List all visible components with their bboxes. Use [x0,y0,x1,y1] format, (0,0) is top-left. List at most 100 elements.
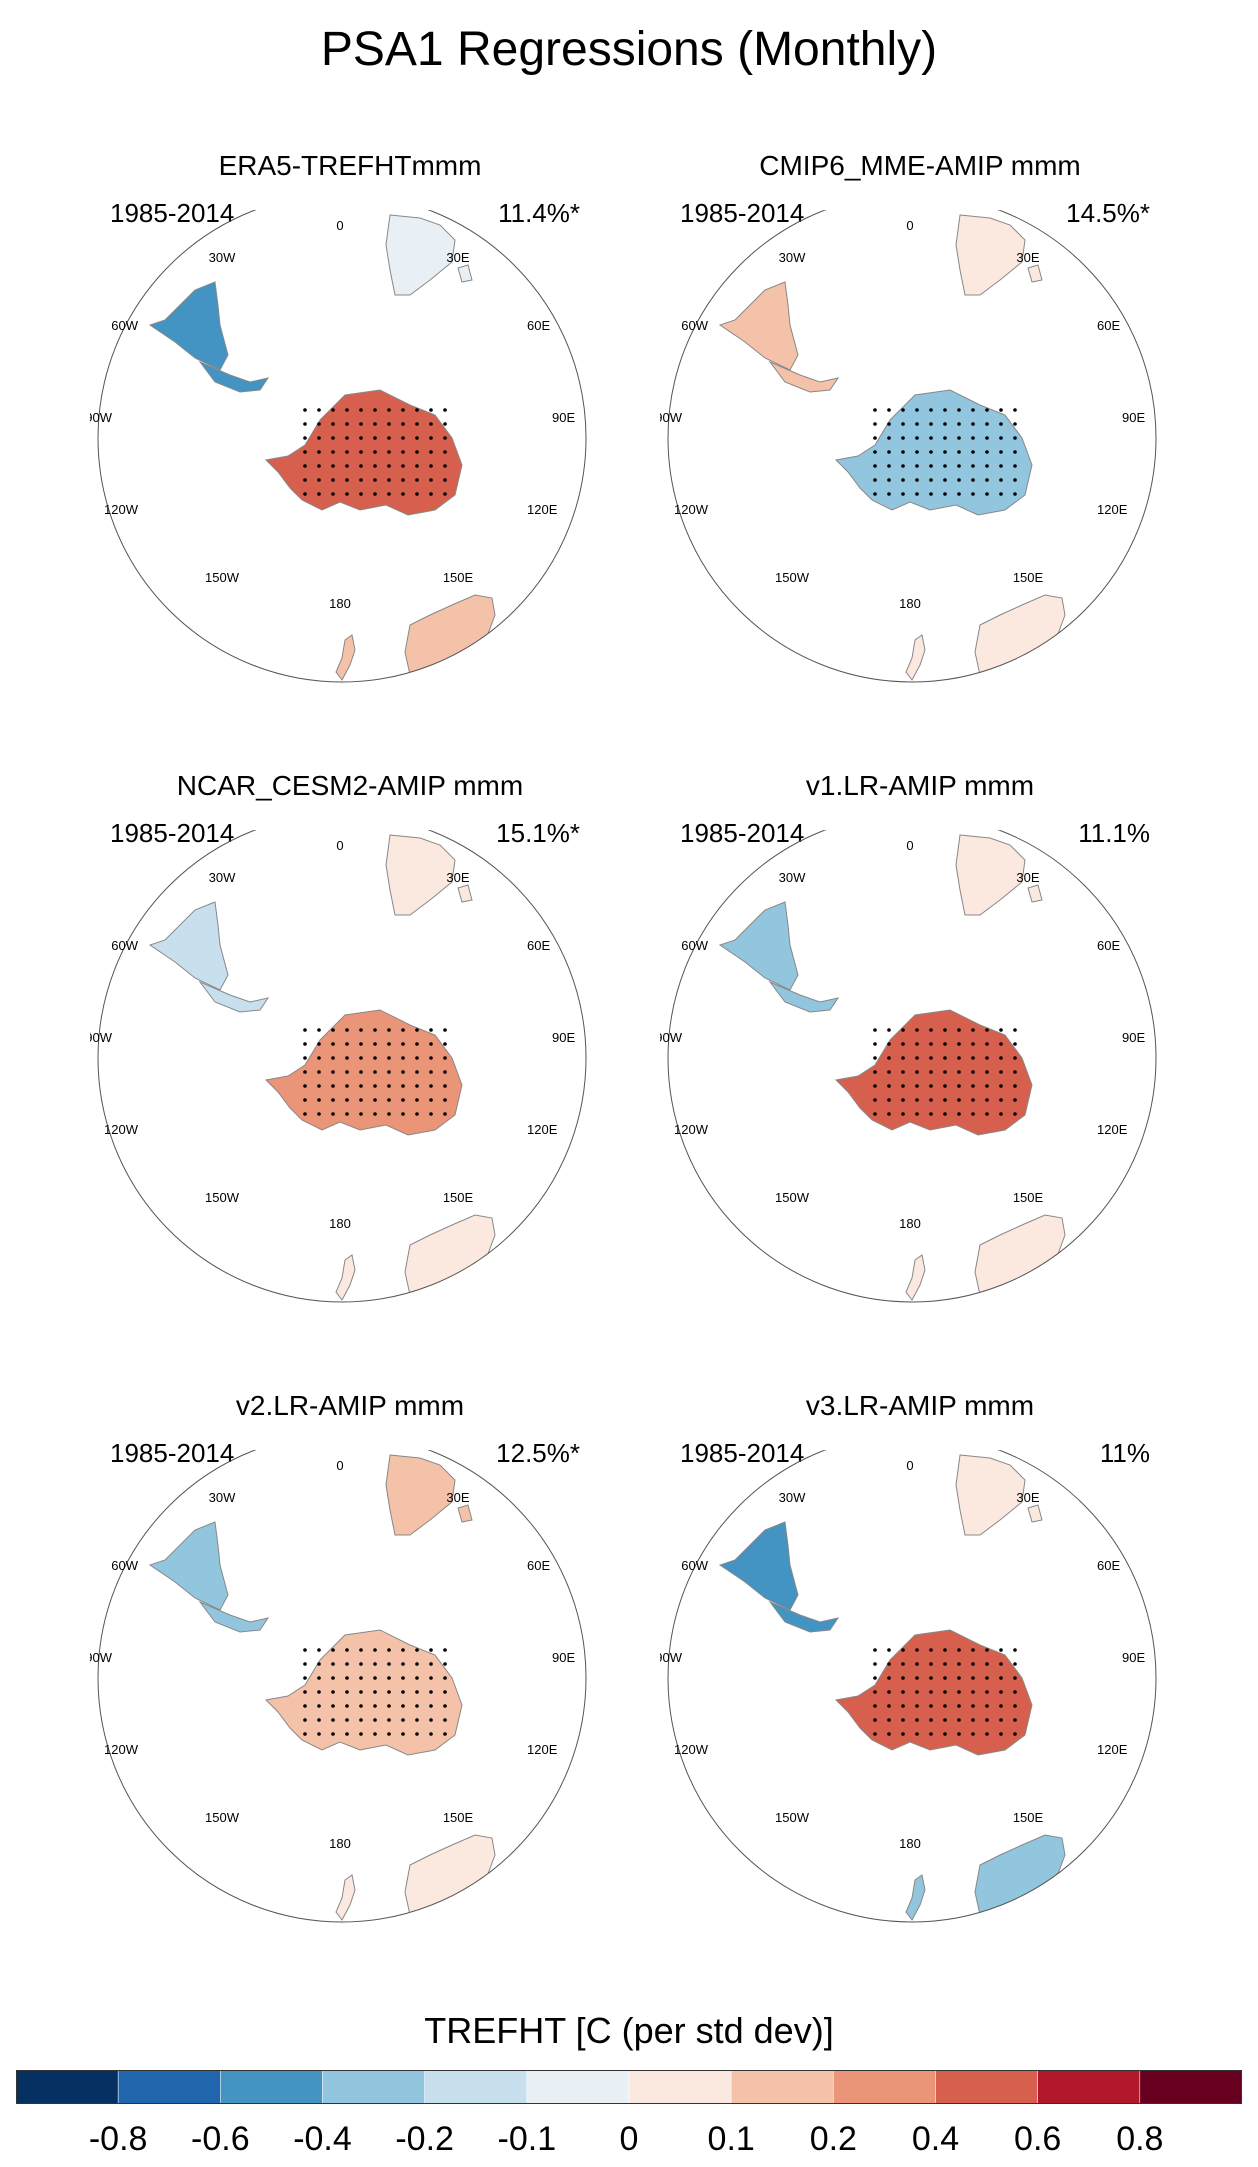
significance-dot [303,478,307,482]
colorbar-swatch [628,2070,732,2105]
significance-dot [373,1676,377,1680]
significance-dot [985,478,989,482]
significance-dot [401,1056,405,1060]
significance-dot [999,1112,1003,1116]
significance-dot [901,1704,905,1708]
southern-cone [768,1600,840,1633]
significance-dot [387,408,391,412]
significance-dot [957,478,961,482]
longitude-label: 120W [674,502,709,517]
significance-dot [303,422,307,426]
australia [404,1834,496,1922]
significance-dot [359,1690,363,1694]
significance-dot [915,436,919,440]
significance-dot [373,1084,377,1088]
significance-dot [1013,1662,1017,1666]
significance-dot [901,450,905,454]
significance-dot [415,492,419,496]
significance-dot [957,1042,961,1046]
significance-dot [443,1690,447,1694]
significance-dot [1013,478,1017,482]
significance-dot [971,1084,975,1088]
significance-dot [873,464,877,468]
significance-dot [873,450,877,454]
significance-dot [1013,1098,1017,1102]
significance-dot [915,1056,919,1060]
australia [974,1834,1066,1922]
significance-dot [331,464,335,468]
significance-dot [373,422,377,426]
significance-dot [373,1662,377,1666]
longitude-label: 180 [899,1836,921,1851]
variance-percent: 11.4%* [498,198,580,228]
significance-dot [999,1028,1003,1032]
significance-dot [957,1704,961,1708]
significance-dot [415,1028,419,1032]
significance-dot [373,1112,377,1116]
significance-dot [401,1084,405,1088]
significance-dot [387,1732,391,1736]
significance-dot [971,492,975,496]
new-zealand [905,1874,926,1921]
significance-dot [971,1704,975,1708]
significance-dot [359,1718,363,1722]
significance-dot [971,1028,975,1032]
significance-dot [303,450,307,454]
significance-dot [999,1056,1003,1060]
significance-dot [303,1084,307,1088]
longitude-label: 60E [1097,1558,1120,1573]
land-layer [148,1454,496,1922]
significance-dot [387,1070,391,1074]
colorbar-tick-label: 0.4 [912,2120,959,2158]
variance-percent: 14.5%* [1066,198,1150,228]
significance-dot [387,1112,391,1116]
significance-dot [359,450,363,454]
significance-dot [387,464,391,468]
land-layer [148,214,496,682]
madagascar [1027,884,1043,903]
longitude-label: 120E [1097,1742,1128,1757]
significance-dot [415,1056,419,1060]
significance-dot [971,1676,975,1680]
polar-map: 0 30E 60E 90E 120E 150E 180 150W 120W 90W 60W 30W [660,210,1157,683]
significance-dot [401,408,405,412]
africa [385,1454,456,1536]
significance-dot [415,408,419,412]
colorbar-tick-label: 0.8 [1116,2120,1163,2158]
significance-dot [303,408,307,412]
significance-dot [429,1718,433,1722]
significance-dot [303,1112,307,1116]
significance-dot [957,1676,961,1680]
significance-dot [401,450,405,454]
madagascar [457,264,473,283]
significance-dot [331,1084,335,1088]
significance-dot [429,1648,433,1652]
colorbar-swatch [117,2070,221,2105]
significance-dot [985,436,989,440]
significance-dot [429,464,433,468]
south-america [148,901,229,991]
longitude-label: 30W [779,1490,806,1505]
significance-dot [443,1704,447,1708]
significance-dot [331,1662,335,1666]
significance-dot [915,1662,919,1666]
significance-dot [429,1690,433,1694]
significance-dot [415,1662,419,1666]
significance-dot [901,1112,905,1116]
significance-dot [901,1028,905,1032]
significance-dot [943,1084,947,1088]
antarctica [264,1629,463,1756]
longitude-label: 120W [104,1742,139,1757]
land-layer [148,834,496,1302]
panel-title: v3.LR-AMIP mmm [805,1390,1035,1421]
significance-dot [429,1662,433,1666]
longitude-label: 90W [660,410,683,425]
longitude-label: 0 [906,1458,913,1473]
figure-title: PSA1 Regressions (Monthly) [320,23,938,76]
significance-dot [901,1648,905,1652]
longitude-label: 150W [205,1810,240,1825]
significance-dot [943,1028,947,1032]
significance-dot [443,1718,447,1722]
significance-dot [373,1704,377,1708]
longitude-label: 180 [899,596,921,611]
